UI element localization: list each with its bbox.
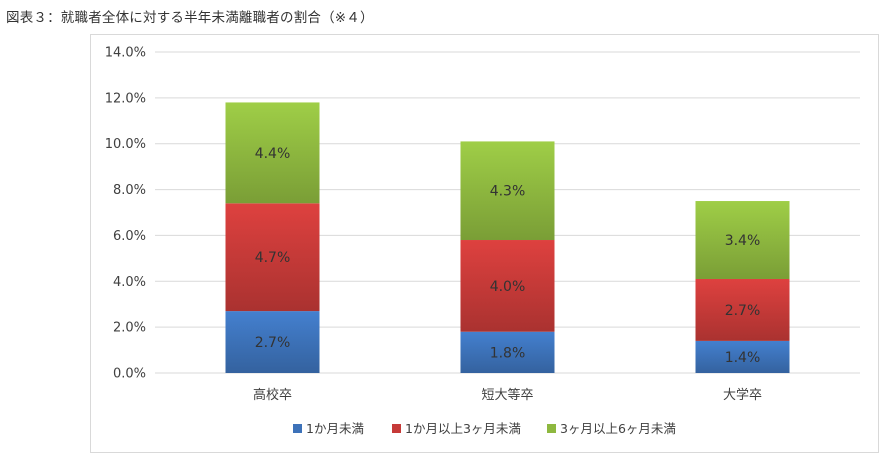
- data-label: 2.7%: [725, 303, 761, 319]
- legend-label: 3ヶ月以上6ヶ月未満: [560, 421, 676, 436]
- legend: 1か月未満 1か月以上3ヶ月未満 3ヶ月以上6ヶ月未満: [293, 421, 676, 436]
- y-tick-label: 2.0%: [113, 321, 146, 336]
- bar-segment: [225, 102, 320, 204]
- data-label: 4.4%: [255, 146, 291, 162]
- y-tick-label: 10.0%: [105, 137, 146, 152]
- data-label: 2.7%: [255, 335, 291, 351]
- bar-segment: [225, 203, 320, 312]
- y-tick-label: 14.0%: [105, 46, 146, 61]
- legend-swatch: [293, 424, 302, 433]
- data-label: 1.8%: [490, 345, 526, 361]
- chart-area: 0.0% 2.0% 4.0% 6.0% 8.0% 10.0% 12.0% 14.0% 2.7%…: [90, 34, 879, 453]
- data-label: 3.4%: [725, 233, 761, 249]
- x-axis-categories: 高校卒 短大等卒 大学卒: [253, 387, 762, 403]
- stacked-bar-chart: 0.0% 2.0% 4.0% 6.0% 8.0% 10.0% 12.0% 14.0% 2.7%…: [105, 46, 860, 436]
- data-label: 4.0%: [490, 279, 526, 295]
- y-tick-label: 6.0%: [113, 229, 146, 244]
- y-tick-label: 4.0%: [113, 275, 146, 290]
- bar-segment: [695, 201, 790, 279]
- bar-segment: [460, 240, 555, 332]
- bar-segment: [460, 141, 555, 241]
- bar-segment: [460, 331, 555, 373]
- legend-swatch: [392, 424, 401, 433]
- data-label: 4.3%: [490, 184, 526, 200]
- y-axis-ticks: 0.0% 2.0% 4.0% 6.0% 8.0% 10.0% 12.0% 14.0%: [105, 46, 146, 382]
- bars: 2.7% 4.7% 4.4% 1.8% 4.0% 4.3% 1.4% 2.7% 3.4%: [225, 102, 790, 373]
- y-tick-label: 8.0%: [113, 183, 146, 198]
- data-label: 4.7%: [255, 250, 291, 266]
- y-tick-label: 0.0%: [113, 367, 146, 382]
- legend-label: 1か月未満: [306, 421, 364, 436]
- data-label: 1.4%: [725, 350, 761, 366]
- y-tick-label: 12.0%: [105, 91, 146, 106]
- bar-segment: [695, 278, 790, 341]
- bar-segment: [695, 340, 790, 373]
- legend-label: 1か月以上3ヶ月未満: [405, 421, 521, 436]
- legend-swatch: [547, 424, 556, 433]
- category-label: 高校卒: [253, 387, 292, 403]
- category-label: 短大等卒: [481, 387, 533, 403]
- bar-segment: [225, 311, 320, 373]
- category-label: 大学卒: [723, 387, 762, 403]
- figure-title: 図表３：就職者全体に対する半年未満離職者の割合（※４）: [6, 10, 374, 26]
